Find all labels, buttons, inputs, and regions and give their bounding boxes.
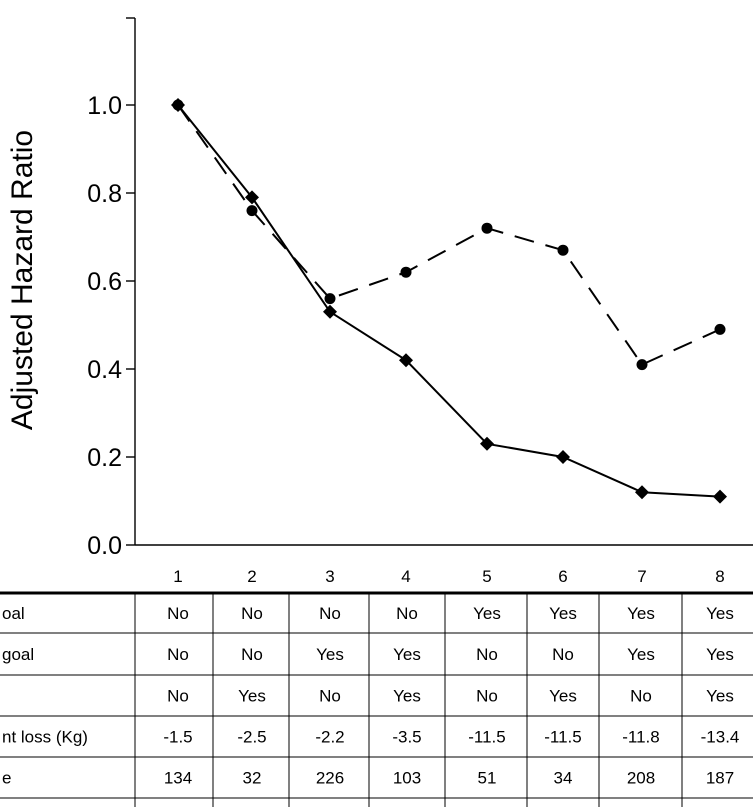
diamond-marker (635, 485, 649, 500)
table-row: No Yes No Yes No Yes No Yes (167, 687, 734, 706)
circle-marker (172, 99, 184, 111)
y-axis-label: Adjusted Hazard Ratio (6, 130, 39, 430)
table-cell: 103 (393, 769, 421, 788)
table-cell: Yes (238, 687, 266, 706)
table-cell: No (319, 687, 341, 706)
table-cell: Yes (627, 604, 655, 623)
table-cell: 208 (627, 769, 655, 788)
table-cell: -1.5 (163, 728, 192, 747)
y-tick-label: 0.8 (87, 180, 122, 208)
table-cell: -11.5 (544, 728, 582, 747)
table-cell: No (241, 645, 263, 664)
table-cell: 134 (164, 769, 192, 788)
circle-marker (636, 359, 648, 371)
table-row-label: e (2, 769, 11, 788)
x-tick-label: 4 (401, 567, 410, 586)
table-cell: No (241, 604, 263, 623)
diamond-marker (323, 304, 337, 319)
table-row: oal No No No No Yes Yes Yes Yes (2, 604, 734, 623)
y-axis: 0.0 0.2 0.4 0.6 0.8 1.0 (87, 17, 136, 560)
circle-marker (481, 222, 493, 234)
y-tick-label: 0.6 (87, 268, 122, 296)
table-cell: -11.8 (622, 728, 660, 747)
table-row-label: nt loss (Kg) (2, 728, 88, 747)
table-cell: Yes (627, 645, 655, 664)
table-cell: No (630, 687, 652, 706)
x-axis: 1 2 3 4 5 6 7 8 (135, 544, 753, 586)
table-row: e 134 32 226 103 51 34 208 187 (2, 769, 734, 788)
y-tick-label: 0.4 (87, 356, 122, 384)
table-cell: -13.4 (701, 728, 740, 747)
table-row: goal No No Yes Yes No No Yes Yes (2, 645, 734, 664)
diamond-marker (556, 450, 570, 464)
x-tick-label: 1 (173, 567, 182, 586)
y-tick-label: 1.0 (87, 92, 122, 120)
table-cell: No (476, 645, 498, 664)
table-cell: Yes (393, 687, 421, 706)
series-line (177, 104, 721, 498)
series-layer (171, 98, 727, 504)
x-tick-label: 8 (715, 567, 724, 586)
diamond-marker (399, 353, 413, 368)
table-row: nt loss (Kg) -1.5 -2.5 -2.2 -3.5 -11.5 -11.5 -1… (2, 728, 739, 747)
diamond-marker (480, 436, 494, 451)
circle-marker (324, 293, 336, 305)
table-cell: No (552, 645, 574, 664)
table-cell: -11.5 (468, 728, 506, 747)
circle-marker (714, 323, 726, 335)
table-row-label: goal (2, 645, 34, 664)
table-cell: Yes (549, 604, 577, 623)
y-tick-label: 0.2 (87, 444, 122, 472)
table-cell: No (319, 604, 341, 623)
x-tick-label: 3 (325, 567, 334, 586)
x-tick-label: 5 (482, 567, 491, 586)
table-cell: -2.2 (315, 728, 344, 747)
table-cell: No (167, 687, 189, 706)
table-cell: Yes (473, 604, 501, 623)
table-cell: No (167, 645, 189, 664)
table-cell: 34 (554, 769, 573, 788)
table-cell: 226 (316, 769, 344, 788)
diamond-marker (245, 190, 259, 205)
table-row-label: oal (2, 604, 25, 623)
x-tick-label: 6 (558, 567, 567, 586)
circle-marker (246, 205, 258, 217)
table-cell: Yes (316, 645, 344, 664)
table-cell: 32 (243, 769, 262, 788)
circle-marker (400, 266, 412, 278)
table-cell: 187 (706, 769, 734, 788)
series-line (177, 104, 721, 366)
table-cell: No (167, 604, 189, 623)
series-1 (171, 98, 727, 504)
table-cell: Yes (706, 687, 734, 706)
table-cell: Yes (706, 645, 734, 664)
series-2 (172, 99, 726, 371)
y-tick-label: 0.0 (87, 532, 122, 560)
table-cell: Yes (706, 604, 734, 623)
table-cell: -3.5 (392, 728, 421, 747)
circle-marker (557, 244, 569, 256)
table-cell: No (476, 687, 498, 706)
x-tick-label: 2 (247, 567, 256, 586)
diamond-marker (713, 489, 727, 504)
table-cell: Yes (549, 687, 577, 706)
table-cell: Yes (393, 645, 421, 664)
x-tick-label: 7 (637, 567, 646, 586)
table-cell: 51 (478, 769, 497, 788)
table-cell: No (396, 604, 418, 623)
table-cell: -2.5 (237, 728, 266, 747)
